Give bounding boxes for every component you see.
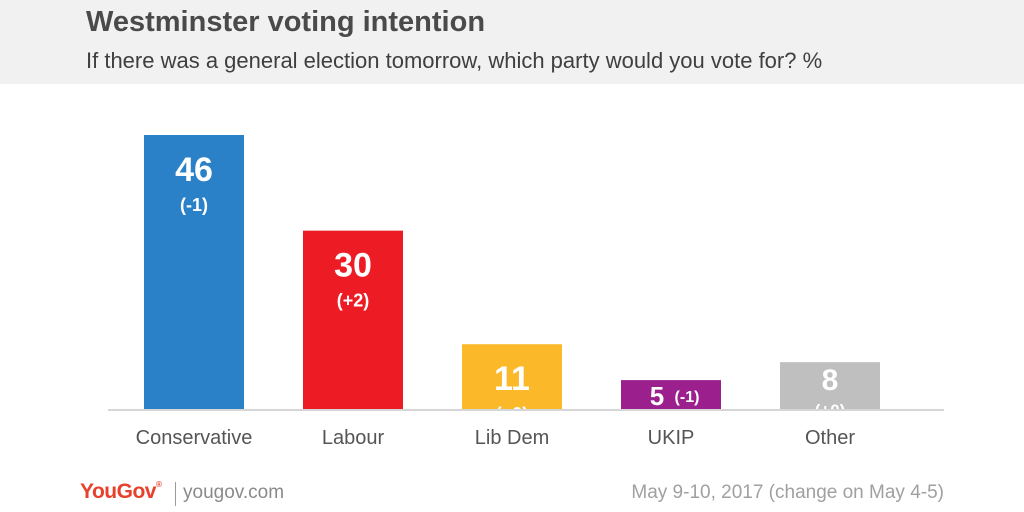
value-label: 8 [822, 364, 839, 397]
category-label: Other [805, 427, 855, 449]
footer-date-note: May 9-10, 2017 (change on May 4-5) [631, 482, 944, 503]
value-label: 11 [494, 360, 530, 398]
value-label: 30 [334, 247, 372, 285]
chart-subtitle: If there was a general election tomorrow… [86, 48, 823, 73]
value-label: 46 [175, 151, 213, 189]
category-label: Labour [322, 427, 385, 449]
bar-labour [303, 230, 403, 410]
category-label: UKIP [648, 427, 695, 449]
bar-lib-dem [462, 344, 562, 410]
chart-title: Westminster voting intention [86, 6, 486, 38]
category-label: Lib Dem [475, 427, 549, 449]
bar-other [780, 362, 880, 410]
value-label: 5 [650, 381, 664, 411]
header-band: Westminster voting intention If there wa… [0, 0, 1024, 84]
bar-conservative [144, 135, 244, 410]
category-label: Conservative [136, 427, 253, 449]
change-label: (-1) [675, 389, 700, 406]
footer-divider [175, 482, 176, 506]
change-label: (+0) [496, 404, 529, 424]
bar-ukip [621, 380, 721, 410]
change-label: (+2) [337, 291, 370, 311]
change-label: (-1) [180, 195, 208, 215]
yougov-logo: YouGov® [80, 480, 162, 503]
bar-chart: 46 (-1) Conservative 30 (+2) Labour 11 (+0) Lib … [108, 135, 944, 449]
footer-site: yougov.com [183, 482, 285, 503]
